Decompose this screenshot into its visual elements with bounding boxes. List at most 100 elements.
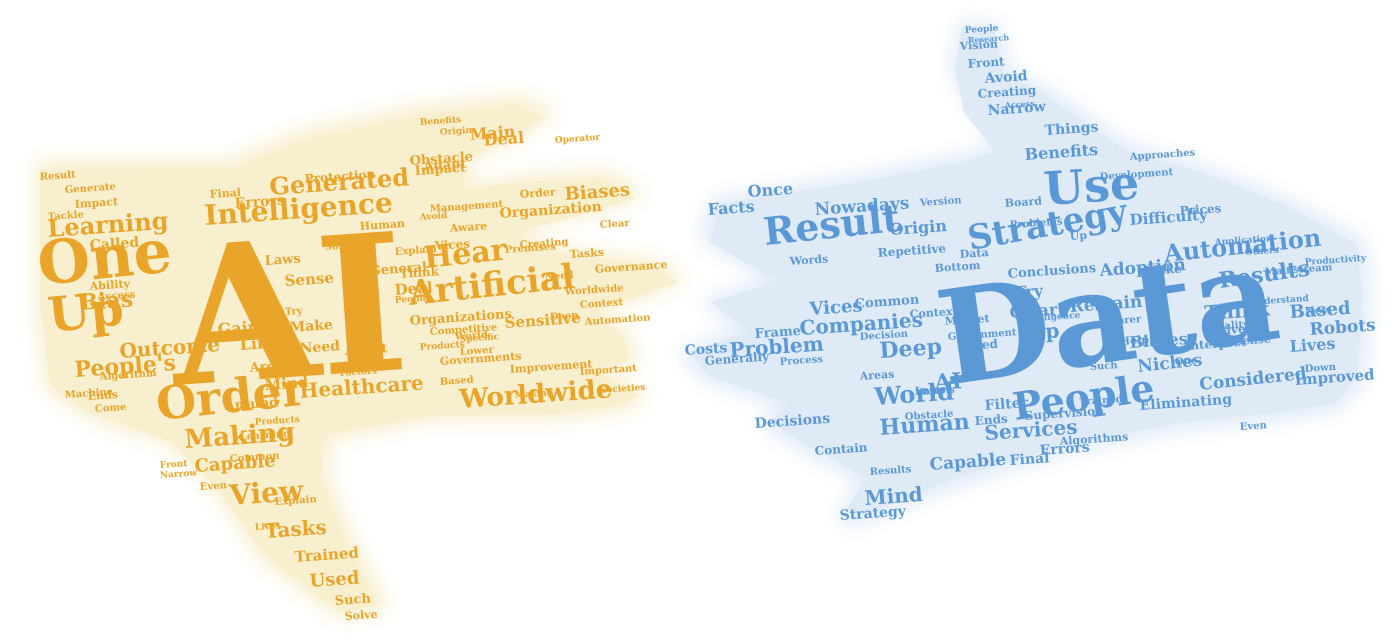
right-minor-word: Government [947, 327, 1017, 343]
left-minor-word: Based [439, 375, 474, 388]
left-minor-word: Explain [394, 244, 437, 258]
left-minor-word: Deep [549, 310, 578, 323]
right-minor-word: Down [1304, 362, 1337, 375]
left-minor-word: Machine [64, 387, 113, 401]
left-minor-word: Tackle [47, 209, 84, 222]
right-minor-word: Make [1144, 261, 1182, 278]
left-minor-word: Management [429, 199, 503, 215]
right-major-word: Narrow [987, 99, 1047, 119]
right-minor-word: Costs [684, 340, 728, 359]
left-minor-word: Protection [304, 167, 376, 186]
right-minor-word: Final [1009, 450, 1050, 469]
right-minor-word: Strategy [839, 503, 907, 524]
right-major-word: Top [1019, 318, 1061, 345]
left-minor-word: Lower [459, 345, 494, 358]
right-minor-word: Vices [808, 295, 863, 320]
left-minor-word: Errors [234, 193, 285, 212]
left-minor-word: Areas [248, 358, 291, 376]
right-minor-word: Filter [984, 395, 1029, 414]
right-major-word: Try [1014, 281, 1044, 302]
right-minor-word: Improved [1294, 365, 1376, 389]
left-minor-word: Factors [340, 366, 378, 379]
left-minor-word: Laws [264, 252, 301, 269]
left-minor-word: World [453, 330, 488, 343]
right-minor-word: Robots [920, 386, 956, 398]
right-minor-word: Lives [1289, 334, 1336, 356]
right-minor-word: One [1174, 355, 1197, 368]
left-minor-word: Result [39, 169, 76, 183]
left-minor-word: Benefits [420, 115, 462, 128]
left-minor-word: Come [94, 402, 126, 415]
right-minor-word: People [965, 24, 1000, 36]
right-major-word: AI [933, 368, 963, 396]
right-minor-word: Approaches [1128, 147, 1195, 163]
left-minor-word: Impact [414, 160, 466, 179]
left-minor-word: Mind [264, 373, 309, 394]
left-minor-word: Algorithm [98, 368, 157, 383]
right-minor-word: Used [964, 337, 999, 353]
left-minor-word: Creating [519, 237, 568, 251]
right-minor-word: Understand [1250, 294, 1310, 308]
left-minor-word: Solution [324, 239, 373, 253]
left-major-word: Bias [79, 286, 134, 316]
left-minor-word: Specific [460, 332, 501, 345]
right-minor-word: Generally [704, 349, 770, 368]
left-hand-shape [35, 95, 690, 620]
right-minor-word: Version [918, 195, 962, 209]
left-minor-word: Automation [583, 312, 651, 328]
left-minor-word: Sense [284, 269, 334, 290]
right-minor-word: Context [909, 305, 959, 321]
left-major-word: Hear [422, 232, 509, 276]
left-minor-word: Adapt [343, 341, 388, 359]
left-minor-word: Main [469, 122, 516, 144]
left-minor-word: Origin [440, 126, 473, 138]
right-hand-shape [680, 20, 1370, 525]
right-minor-word: Laws [914, 383, 945, 398]
left-minor-word: Deal [483, 128, 525, 150]
left-minor-word: Ability [88, 277, 131, 293]
right-major-word: Creating [977, 83, 1037, 101]
left-major-word: Trained [294, 544, 360, 566]
right-minor-word: Interpret [1184, 335, 1247, 353]
right-minor-word: Results [869, 464, 912, 478]
left-main-word: AI [161, 191, 414, 430]
right-minor-word: New [1304, 303, 1332, 318]
left-minor-word: Sensitive [504, 309, 581, 332]
right-minor-word: Research [967, 32, 1009, 45]
left-minor-word: Biases [564, 179, 631, 205]
right-minor-word: Application [1214, 234, 1274, 248]
left-minor-word: Adapt [422, 157, 467, 175]
left-minor-word: Order [519, 186, 556, 201]
right-major-word: Avoid [983, 68, 1028, 87]
right-minor-word: Solve [1209, 322, 1246, 338]
right-minor-word: Contain [814, 440, 868, 458]
left-minor-word: Access [96, 289, 136, 303]
right-minor-word: Eliminating [1139, 392, 1233, 414]
left-major-word: Such [334, 591, 372, 609]
left-major-word: One [34, 216, 175, 300]
right-minor-word: Board [1004, 194, 1042, 210]
left-minor-word: Competitive [429, 322, 497, 338]
left-hand-body [40, 105, 678, 612]
left-minor-word: Improvement [509, 357, 593, 376]
left-minor-word: Even [199, 480, 227, 493]
right-major-word: Front [967, 54, 1005, 71]
left-major-word: Solve [344, 608, 378, 623]
right-minor-word: Access [1003, 98, 1035, 110]
right-minor-word: Think [1204, 296, 1272, 325]
right-major-word: Facts [707, 197, 755, 219]
right-major-word: Use [1042, 155, 1141, 216]
left-minor-word: Common [229, 450, 280, 464]
right-minor-word: Words [788, 252, 828, 268]
right-minor-word: Difficulty [1129, 205, 1209, 228]
left-minor-word: Important [579, 363, 637, 378]
right-minor-word: Sense [1234, 333, 1271, 348]
right-minor-word: Decision [859, 329, 909, 343]
left-minor-word: Clear [599, 218, 630, 231]
right-major-word: Deep [879, 334, 943, 364]
right-minor-word: Development [1099, 167, 1173, 183]
right-minor-word: Obstacle [904, 409, 953, 423]
left-minor-word: Line [239, 332, 279, 354]
left-minor-word: Impact [74, 195, 119, 211]
